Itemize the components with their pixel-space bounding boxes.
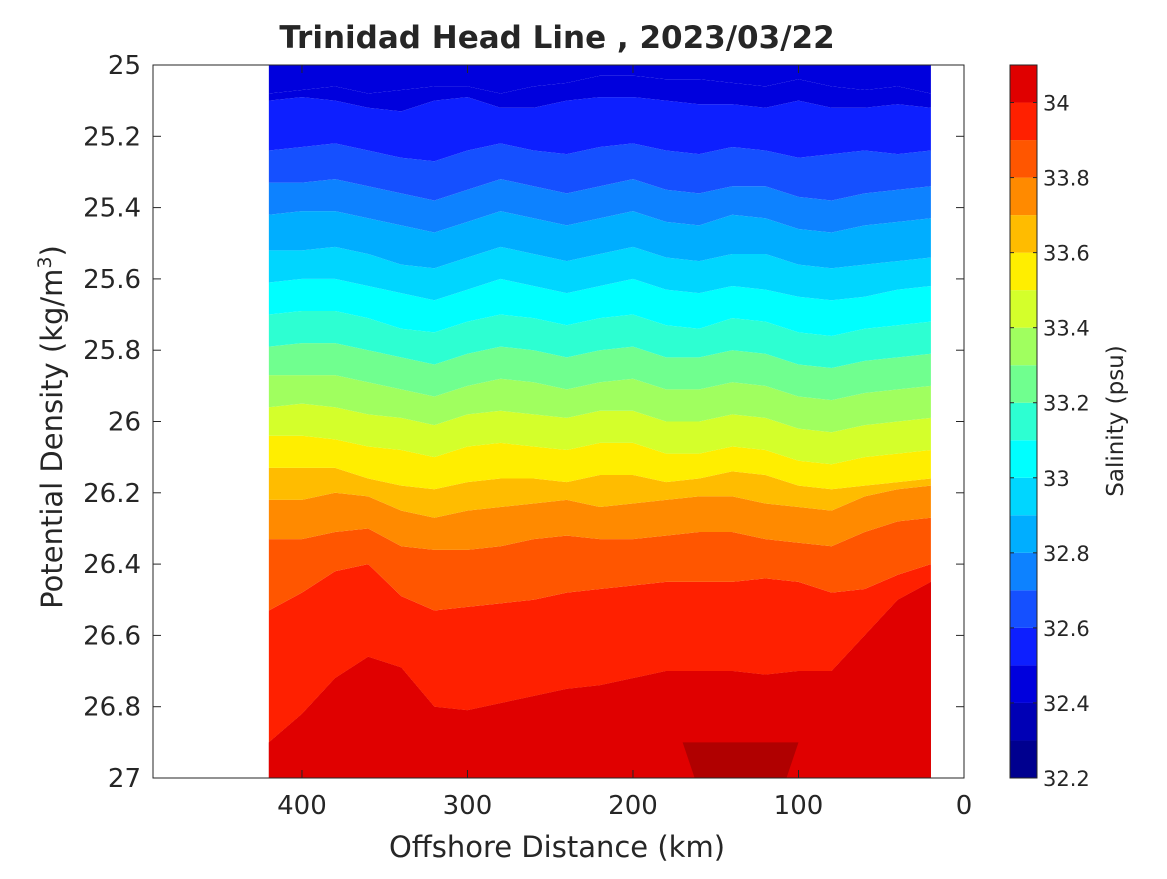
y-tick-label: 26.4 (83, 550, 141, 580)
colorbar (1010, 65, 1037, 778)
contour-band-33.6 (268, 467, 931, 518)
colorbar-tick-label: 32.6 (1043, 617, 1090, 641)
contour-band-surface (268, 65, 931, 94)
y-tick-label: 26.8 (83, 693, 141, 723)
colorbar-swatch (1010, 402, 1037, 441)
colorbar-tick-label: 33.6 (1043, 242, 1090, 266)
contour-band-32.8 (268, 211, 931, 269)
contour-band-32.9 (268, 246, 931, 301)
colorbar-swatch (1010, 515, 1037, 553)
colorbar-swatch (1010, 327, 1037, 366)
colorbar-swatch (1010, 252, 1037, 291)
y-axis-label-main: Potential Density (kg/m (35, 269, 69, 609)
x-tick-label: 400 (277, 791, 327, 821)
colorbar-swatch (1010, 552, 1037, 591)
colorbar-ticks: 32.2 32.4 32.6 32.8 33 33.2 33.4 33.6 33.8 34 (1010, 92, 1090, 791)
colorbar-tick-label: 32.2 (1043, 767, 1090, 791)
colorbar-tick-label: 34 (1043, 92, 1070, 116)
y-tick-label: 26 (108, 408, 141, 438)
y-axis-label: Potential Density (kg/m3) (34, 245, 69, 609)
contour-fill-layer (268, 65, 931, 778)
colorbar-swatch (1010, 177, 1037, 216)
y-axis-label-close: ) (35, 245, 69, 256)
colorbar-label: Salinity (psu) (1103, 345, 1129, 497)
colorbar-swatch (1010, 740, 1037, 778)
colorbar-swatch (1010, 65, 1037, 103)
contour-band-33.4 (268, 403, 931, 465)
x-tick-label: 100 (774, 791, 824, 821)
colorbar-tick-label: 33.8 (1043, 167, 1090, 191)
colorbar-swatch (1010, 290, 1037, 328)
y-tick-label: 25 (108, 51, 141, 81)
y-tick-label: 26.2 (83, 479, 141, 509)
colorbar-tick-label: 33 (1043, 467, 1070, 491)
x-axis-label: Offshore Distance (km) (389, 830, 725, 864)
x-axis-ticks: 400 300 200 100 0 (277, 65, 972, 821)
y-tick-label: 26.6 (83, 621, 141, 651)
colorbar-tick-label: 33.4 (1043, 317, 1090, 341)
contour-band-33.2 (268, 343, 931, 401)
x-tick-label: 200 (608, 791, 658, 821)
colorbar-swatch (1010, 215, 1037, 253)
colorbar-tick-label: 32.4 (1043, 692, 1090, 716)
contour-band-33.3 (268, 375, 931, 433)
colorbar-swatch (1010, 627, 1037, 666)
x-tick-label: 300 (443, 791, 493, 821)
colorbar-tick-label: 32.8 (1043, 542, 1090, 566)
y-axis-label-superscript: 3 (34, 256, 56, 268)
y-axis-ticks: 25 25.2 25.4 25.6 25.8 26 26.2 26.4 26.6 26.8 27 (83, 51, 964, 794)
contour-band-32.5 (268, 97, 931, 162)
colorbar-swatch (1010, 590, 1037, 628)
y-tick-label: 25.8 (83, 336, 141, 366)
colorbar-swatch (1010, 440, 1037, 478)
colorbar-tick-label: 33.2 (1043, 392, 1090, 416)
contour-band-33.7 (268, 485, 931, 550)
colorbar-swatch (1010, 102, 1037, 141)
y-tick-label: 25.6 (83, 265, 141, 295)
colorbar-swatch (1010, 365, 1037, 403)
y-tick-label: 25.2 (83, 122, 141, 152)
colorbar-swatch (1010, 665, 1037, 703)
contour-band-34 (268, 581, 931, 778)
contour-band-33.9 (268, 564, 931, 743)
contour-band-32.7 (268, 179, 931, 233)
contour-band-33.1 (268, 310, 931, 369)
colorbar-frame (1009, 64, 1038, 779)
deepest-water-patch (682, 742, 799, 778)
colorbar-swatch (1010, 140, 1037, 178)
contour-band-33 (268, 278, 931, 336)
x-tick-label: 0 (956, 791, 973, 821)
contour-band-32.6 (268, 143, 931, 201)
chart-title: Trinidad Head Line , 2023/03/22 (279, 20, 834, 56)
y-tick-label: 25.4 (83, 194, 141, 224)
colorbar-swatch (1010, 702, 1037, 741)
colorbar-swatch (1010, 477, 1037, 516)
contour-band-33.8 (268, 517, 931, 611)
contour-band-33.5 (268, 435, 931, 490)
y-tick-label: 27 (108, 764, 141, 794)
contour-band-32.4 (268, 75, 931, 112)
